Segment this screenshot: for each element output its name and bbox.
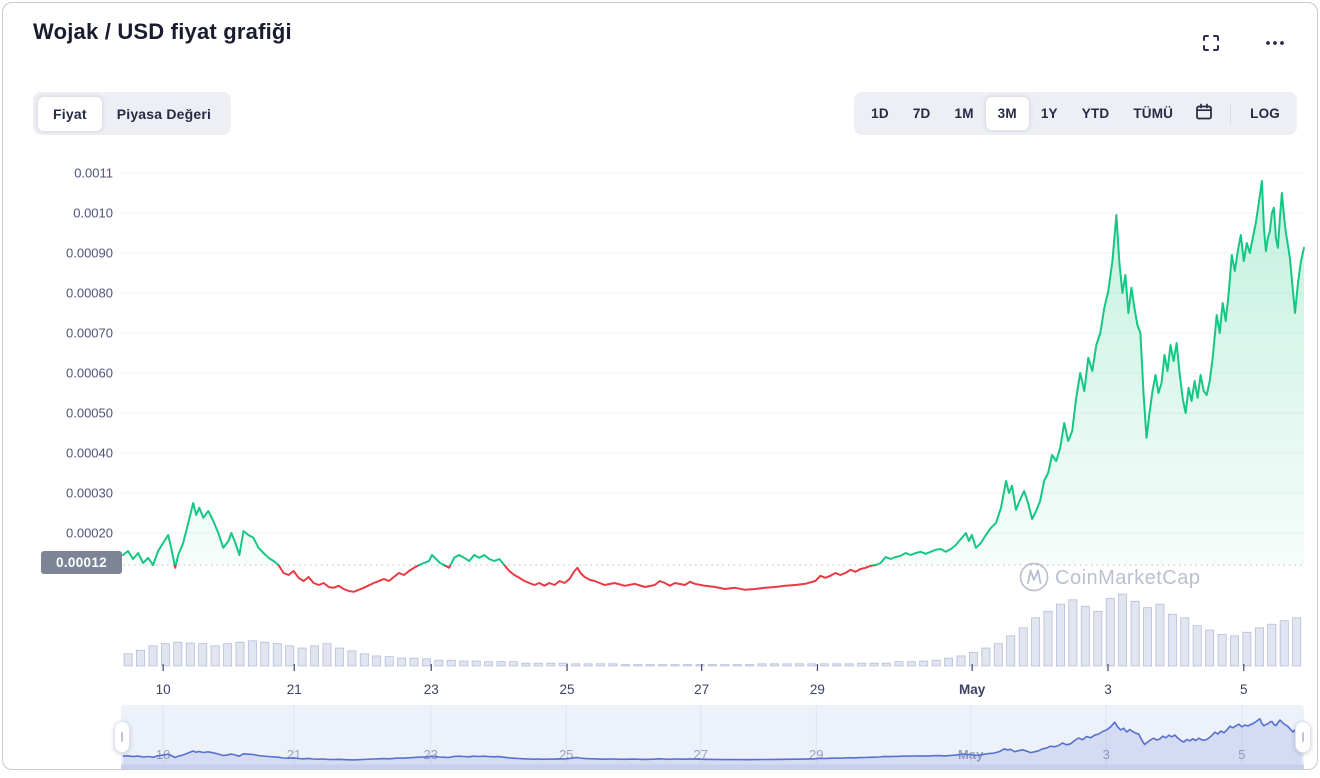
- x-axis-label: May: [959, 682, 986, 697]
- tab-piyasa-degeri[interactable]: Piyasa Değeri: [102, 97, 226, 131]
- x-axis-label: 25: [560, 682, 575, 697]
- more-horizontal-icon: [1263, 33, 1287, 56]
- range-tumu[interactable]: TÜMÜ: [1121, 97, 1185, 130]
- x-axis-label: 10: [156, 682, 171, 697]
- x-axis-label: 21: [287, 682, 302, 697]
- x-axis-label: 23: [424, 682, 439, 697]
- navigator-area-fill: [123, 718, 1302, 765]
- navigator-axis-label: 3: [1103, 747, 1110, 762]
- navigator-axis-label: 27: [693, 747, 707, 762]
- y-axis-label: 0.00060: [66, 366, 113, 381]
- range-toolbar: 1D 7D 1M 3M 1Y YTD TÜMÜ LOG: [854, 92, 1297, 135]
- y-axis-label: 0.0010: [73, 206, 113, 221]
- x-axis: 10 21 23 25 27 29 May 3 5: [156, 664, 1248, 697]
- x-axis-label: 27: [694, 682, 709, 697]
- x-axis-label: 3: [1104, 682, 1112, 697]
- range-7d[interactable]: 7D: [901, 97, 943, 130]
- y-axis-label: 0.00020: [66, 526, 113, 541]
- navigator-axis-label: 5: [1238, 747, 1245, 762]
- y-axis-label: 0.00050: [66, 406, 113, 421]
- tab-fiyat[interactable]: Fiyat: [38, 96, 102, 131]
- fullscreen-button[interactable]: [1197, 31, 1225, 57]
- calendar-button[interactable]: [1185, 95, 1223, 132]
- range-1y[interactable]: 1Y: [1029, 97, 1070, 130]
- range-3m[interactable]: 3M: [985, 97, 1029, 130]
- chart-hover-region[interactable]: [123, 161, 1304, 667]
- fullscreen-icon: [1201, 33, 1221, 56]
- y-axis-label: 0.00080: [66, 286, 113, 301]
- navigator-handle-right[interactable]: [1295, 721, 1311, 753]
- x-axis-label: 5: [1240, 682, 1248, 697]
- more-options-button[interactable]: [1261, 31, 1289, 57]
- navigator-axis-label: 23: [423, 747, 437, 762]
- navigator-line: [122, 718, 1303, 761]
- range-1d[interactable]: 1D: [859, 97, 901, 130]
- y-axis-label: 0.0011: [74, 166, 113, 181]
- range-ytd[interactable]: YTD: [1070, 97, 1122, 130]
- toolbar-divider: [1230, 103, 1232, 124]
- log-scale-button[interactable]: LOG: [1238, 97, 1292, 130]
- view-toggle: Fiyat Piyasa Değeri: [33, 92, 232, 135]
- navigator-handle-left[interactable]: [114, 721, 130, 753]
- x-axis-label: 29: [810, 682, 825, 697]
- y-axis-label: 0.00090: [66, 246, 113, 261]
- y-axis-label: 0.00030: [66, 486, 113, 501]
- current-price-badge: 0.00012: [41, 551, 122, 574]
- y-axis-label: 0.00070: [66, 326, 113, 341]
- y-axis-label: 0.00040: [66, 446, 113, 461]
- calendar-icon: [1195, 103, 1213, 124]
- range-1m[interactable]: 1M: [943, 97, 986, 130]
- y-axis-labels: 0.0011 0.0010 0.00090 0.00080 0.00070 0.00060…: [66, 166, 113, 541]
- navigator-baseline-strip: [121, 764, 1304, 769]
- page-title: Wojak / USD fiyat grafiği: [33, 19, 292, 44]
